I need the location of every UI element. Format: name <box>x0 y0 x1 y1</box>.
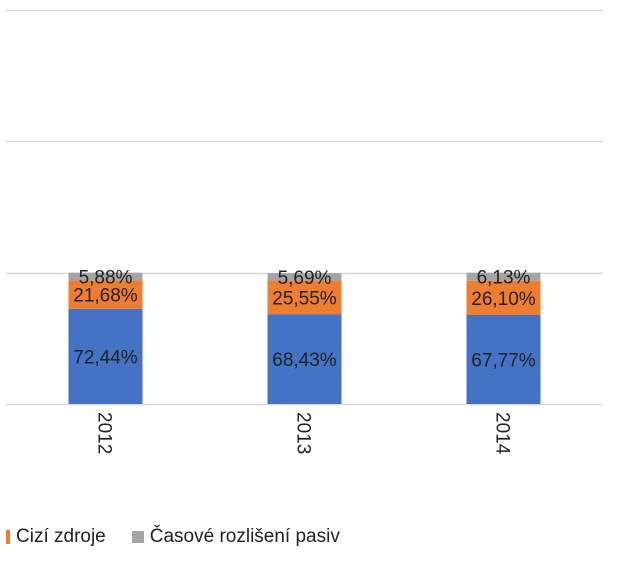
x-axis-tick-labels: 2012 2013 2014 <box>94 412 513 455</box>
bar-segment-2013-series-2 <box>267 273 342 281</box>
data-label-2013-series-2: 5,69% <box>278 268 332 289</box>
data-label-2012-series-1: 21,68% <box>73 286 138 307</box>
legend-swatch-gray <box>131 531 144 543</box>
legend-swatch-orange <box>6 530 10 544</box>
legend-label: Cizí zdroje <box>16 526 106 547</box>
legend-label: Časové rozlišení pasiv <box>149 526 340 547</box>
legend: Cizí zdroje Časové rozlišení pasiv <box>6 526 366 548</box>
bar-segment-2014-series-0 <box>466 314 541 404</box>
x-tick-label-2013: 2013 <box>293 412 314 454</box>
data-label-2012-series-0: 72,44% <box>73 347 138 368</box>
x-tick-label-2014: 2014 <box>492 412 513 455</box>
data-label-2014-series-2: 6,13% <box>477 268 531 289</box>
data-label-2014-series-0: 67,77% <box>471 350 536 371</box>
data-labels: 72,44% 21,68%5,88% 68,43% 25,55%5,69% 67,77%… <box>73 268 536 372</box>
bar-segment-2012-series-2 <box>68 272 143 281</box>
bar-segment-2014-series-1 <box>466 280 541 315</box>
bar-segment-2012-series-0 <box>68 308 143 404</box>
legend-item-casove-rozliseni-pasiv: Časové rozlišení pasiv <box>131 526 340 548</box>
data-label-2012-series-2: 5,88% <box>79 268 133 289</box>
bars <box>68 272 541 404</box>
x-tick-label-2012: 2012 <box>94 412 115 454</box>
bar-segment-2013-series-1 <box>267 280 342 315</box>
legend-item-cizi-zdroje: Cizí zdroje <box>6 526 106 548</box>
data-label-2013-series-0: 68,43% <box>272 350 337 371</box>
bar-segment-2014-series-2 <box>466 272 541 281</box>
data-label-2013-series-1: 25,55% <box>272 288 337 309</box>
bar-segment-2013-series-0 <box>267 314 342 404</box>
bar-segment-2012-series-1 <box>68 280 143 309</box>
data-label-2014-series-1: 26,10% <box>471 289 536 310</box>
